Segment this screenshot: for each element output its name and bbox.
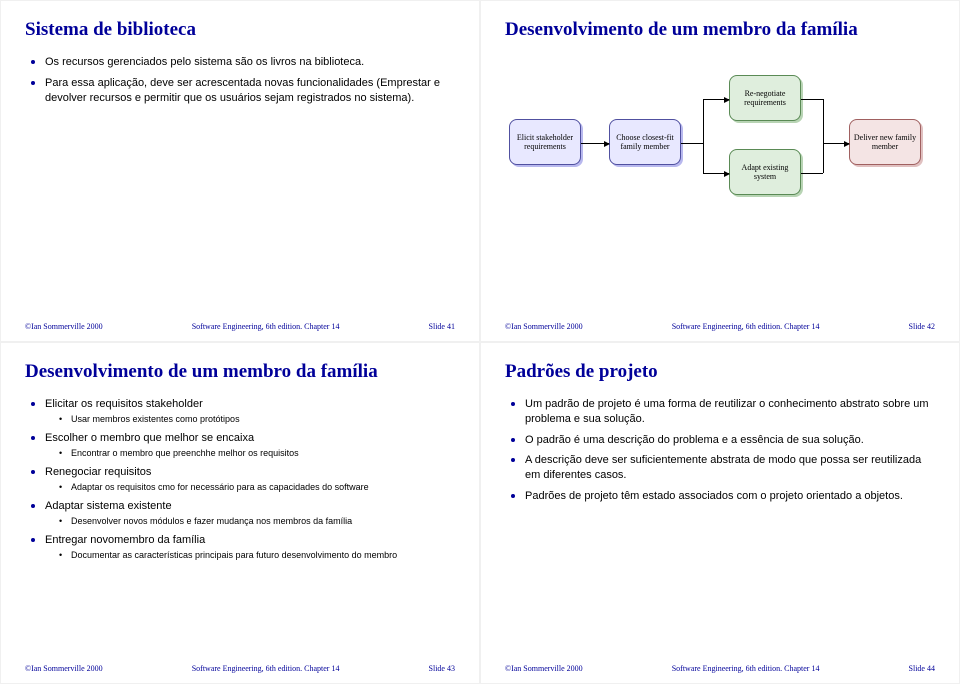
bullet-item: Um padrão de projeto é uma forma de reut… xyxy=(511,397,935,427)
footer-mid: Software Engineering, 6th edition. Chapt… xyxy=(672,664,820,673)
bullet-item: Padrões de projeto têm estado associados… xyxy=(511,489,935,504)
edge xyxy=(823,143,849,144)
footer-slide-no: Slide 43 xyxy=(429,664,455,673)
footer-mid: Software Engineering, 6th edition. Chapt… xyxy=(192,664,340,673)
footer-left: ©Ian Sommerville 2000 xyxy=(505,664,583,673)
edge xyxy=(703,99,704,173)
edge xyxy=(801,173,823,174)
bullet-item: Entregar novomembro da família Documenta… xyxy=(31,533,455,561)
slide-title: Padrões de projeto xyxy=(505,361,935,383)
slide-title: Sistema de biblioteca xyxy=(25,19,455,41)
sub-item: Documentar as características principais… xyxy=(59,550,455,561)
slide-footer: ©Ian Sommerville 2000 Software Engineeri… xyxy=(25,322,455,331)
node-label: Deliver new family member xyxy=(853,133,917,151)
bullet-list: Elicitar os requisitos stakeholder Usar … xyxy=(25,397,455,561)
footer-slide-no: Slide 41 xyxy=(429,322,455,331)
bullet-list: Um padrão de projeto é uma forma de reut… xyxy=(505,397,935,504)
sub-item: Adaptar os requisitos cmo for necessário… xyxy=(59,482,455,493)
node-label: Adapt existing system xyxy=(733,163,797,181)
flow-node-renegotiate: Re-negotiate requirements xyxy=(731,77,803,123)
edge xyxy=(703,99,729,100)
footer-slide-no: Slide 44 xyxy=(909,664,935,673)
bullet-item: Escolher o membro que melhor se encaixa … xyxy=(31,431,455,459)
flowchart: Elicit stakeholder requirements Choose c… xyxy=(505,55,935,225)
bullet-item: O padrão é uma descrição do problema e a… xyxy=(511,433,935,448)
bullet-list: Os recursos gerenciados pelo sistema são… xyxy=(25,55,455,106)
node-label: Re-negotiate requirements xyxy=(733,89,797,107)
flow-node-deliver: Deliver new family member xyxy=(851,121,923,167)
bullet-item: Os recursos gerenciados pelo sistema são… xyxy=(31,55,455,70)
slide-1: Sistema de biblioteca Os recursos gerenc… xyxy=(0,0,480,342)
bullet-item: Elicitar os requisitos stakeholder Usar … xyxy=(31,397,455,425)
slide-footer: ©Ian Sommerville 2000 Software Engineeri… xyxy=(505,664,935,673)
bullet-item: Renegociar requisitos Adaptar os requisi… xyxy=(31,465,455,493)
footer-mid: Software Engineering, 6th edition. Chapt… xyxy=(192,322,340,331)
edge xyxy=(681,143,703,144)
slide-3: Desenvolvimento de um membro da família … xyxy=(0,342,480,684)
slide-footer: ©Ian Sommerville 2000 Software Engineeri… xyxy=(505,322,935,331)
bullet-item: Adaptar sistema existente Desenvolver no… xyxy=(31,499,455,527)
bullet-item: A descrição deve ser suficientemente abs… xyxy=(511,453,935,483)
edge xyxy=(801,99,823,100)
flow-node-elicit: Elicit stakeholder requirements xyxy=(511,121,583,167)
sub-item: Desenvolver novos módulos e fazer mudanç… xyxy=(59,516,455,527)
sub-item: Encontrar o membro que preenchhe melhor … xyxy=(59,448,455,459)
bullet-item: Para essa aplicação, deve ser acrescenta… xyxy=(31,76,455,106)
edge xyxy=(581,143,609,144)
footer-left: ©Ian Sommerville 2000 xyxy=(505,322,583,331)
slide-4: Padrões de projeto Um padrão de projeto … xyxy=(480,342,960,684)
flow-node-adapt: Adapt existing system xyxy=(731,151,803,197)
node-label: Choose closest-fit family member xyxy=(613,133,677,151)
slide-2: Desenvolvimento de um membro da família … xyxy=(480,0,960,342)
footer-left: ©Ian Sommerville 2000 xyxy=(25,322,103,331)
edge xyxy=(703,173,729,174)
slide-title: Desenvolvimento de um membro da família xyxy=(505,19,935,41)
footer-slide-no: Slide 42 xyxy=(909,322,935,331)
flow-node-choose: Choose closest-fit family member xyxy=(611,121,683,167)
footer-mid: Software Engineering, 6th edition. Chapt… xyxy=(672,322,820,331)
edge xyxy=(823,99,824,173)
sub-item: Usar membros existentes como protótipos xyxy=(59,414,455,425)
slide-footer: ©Ian Sommerville 2000 Software Engineeri… xyxy=(25,664,455,673)
footer-left: ©Ian Sommerville 2000 xyxy=(25,664,103,673)
node-label: Elicit stakeholder requirements xyxy=(513,133,577,151)
slide-title: Desenvolvimento de um membro da família xyxy=(25,361,455,383)
